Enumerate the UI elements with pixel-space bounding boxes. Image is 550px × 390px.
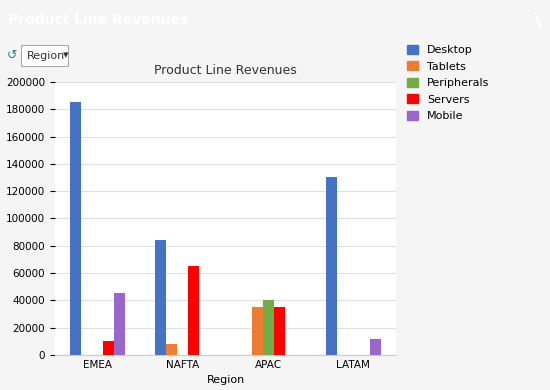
Bar — [114, 293, 125, 355]
Bar — [251, 307, 262, 355]
Bar — [155, 240, 166, 355]
Bar — [326, 177, 337, 355]
Text: ↺: ↺ — [7, 49, 17, 62]
X-axis label: Region: Region — [206, 375, 245, 385]
Bar — [103, 341, 114, 355]
Bar — [166, 344, 177, 355]
Bar — [262, 300, 274, 355]
Bar — [189, 266, 200, 355]
Bar — [370, 339, 381, 355]
Title: Product Line Revenues: Product Line Revenues — [154, 64, 297, 76]
Text: Region: Region — [26, 51, 65, 60]
Text: Product Line Revenues: Product Line Revenues — [8, 14, 189, 27]
Legend: Desktop, Tablets, Peripherals, Servers, Mobile: Desktop, Tablets, Peripherals, Servers, … — [407, 44, 490, 121]
Text: ▾: ▾ — [63, 51, 69, 60]
Bar — [70, 102, 81, 355]
Bar — [274, 307, 285, 355]
FancyBboxPatch shape — [21, 45, 68, 66]
